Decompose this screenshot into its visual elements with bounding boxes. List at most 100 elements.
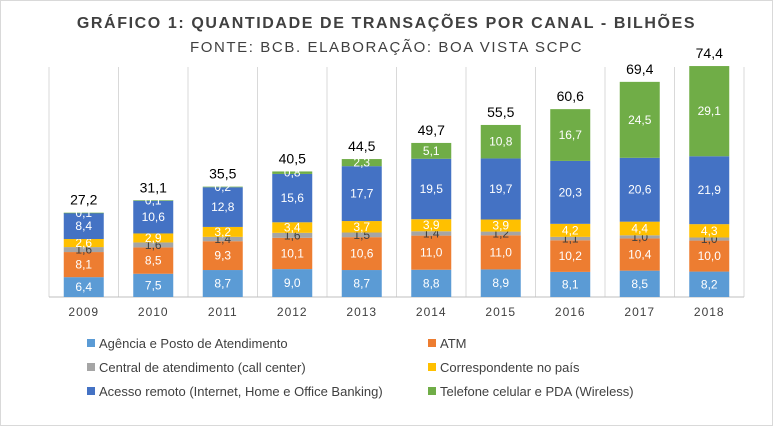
total-label: 40,5 <box>279 150 306 166</box>
bar-segment <box>202 270 243 297</box>
data-label: 15,6 <box>281 191 305 205</box>
bar-segment <box>341 232 382 238</box>
bar-segment <box>202 186 243 188</box>
data-label: 19,5 <box>420 182 444 196</box>
total-label: 44,5 <box>348 138 375 154</box>
legend-item: Central de atendimento (call center) <box>87 360 306 375</box>
data-label: 17,7 <box>350 187 374 201</box>
total-label: 60,6 <box>557 88 584 104</box>
bar-segment <box>341 159 382 167</box>
x-tick-label: 2013 <box>346 305 377 319</box>
data-label: 8,1 <box>75 258 92 272</box>
data-label: 21,9 <box>698 183 722 197</box>
bar-segment <box>411 142 452 159</box>
data-label: 10,2 <box>559 249 583 263</box>
data-label: 8,2 <box>701 277 718 291</box>
bar-segment <box>480 158 521 220</box>
total-label: 49,7 <box>418 122 445 138</box>
bar-segment <box>550 160 591 224</box>
bar-segment <box>63 247 104 253</box>
bar-segment <box>619 235 660 239</box>
legend-label: ATM <box>440 336 467 351</box>
bar-segment <box>550 271 591 297</box>
bar-segment <box>411 269 452 297</box>
chart-title: GRÁFICO 1: QUANTIDADE DE TRANSAÇÕES POR … <box>76 15 697 32</box>
data-label: 8,7 <box>353 277 370 291</box>
data-label: 10,6 <box>142 210 166 224</box>
data-label: 16,7 <box>559 128 583 142</box>
x-tick-label: 2010 <box>138 305 169 319</box>
bar-segment <box>411 158 452 220</box>
data-label: 8,4 <box>75 219 92 233</box>
x-tick-label: 2018 <box>694 305 725 319</box>
legend-item: Telefone celular e PDA (Wireless) <box>428 384 634 399</box>
bar-segment <box>689 271 730 297</box>
data-label: 20,3 <box>559 185 583 199</box>
data-label: 8,9 <box>492 276 509 290</box>
bar-segment <box>480 235 521 270</box>
bar-segment <box>689 66 730 157</box>
legend-swatch <box>87 339 95 347</box>
data-label: 11,0 <box>420 246 443 260</box>
legend-item: Correspondente no país <box>428 360 579 375</box>
data-label: 3,9 <box>492 219 509 233</box>
data-label: 4,2 <box>562 223 579 237</box>
data-label: 19,7 <box>489 182 513 196</box>
bar-segment <box>480 231 521 236</box>
x-tick-label: 2011 <box>208 305 238 319</box>
bar-segment <box>619 270 660 297</box>
bar-segment <box>272 232 313 238</box>
bar-segment <box>689 237 730 241</box>
data-label: 8,1 <box>562 277 579 291</box>
data-label: 2,9 <box>145 231 162 245</box>
legend-swatch <box>87 363 95 371</box>
data-label: 0,1 <box>75 206 92 220</box>
bar-segment <box>63 277 104 297</box>
chart-subtitle: FONTE: BCB. ELABORAÇÃO: BOA VISTA SCPC <box>189 39 584 56</box>
data-label: 9,3 <box>214 249 231 263</box>
bar-segment <box>689 224 730 238</box>
legend-item: Acesso remoto (Internet, Home e Office B… <box>87 384 383 399</box>
data-label: 10,8 <box>489 135 513 149</box>
bar-segment <box>619 81 660 158</box>
x-tick-label: 2012 <box>277 305 308 319</box>
x-tick-label: 2009 <box>68 305 99 319</box>
total-label: 74,4 <box>696 45 723 61</box>
bar-segment <box>202 187 243 227</box>
bar-segment <box>63 212 104 240</box>
x-tick-label: 2016 <box>555 305 586 319</box>
legend-item: Agência e Posto de Atendimento <box>87 336 288 351</box>
data-label: 3,9 <box>423 218 440 232</box>
data-label: 6,4 <box>75 280 92 294</box>
bar-segment <box>411 231 452 236</box>
total-label: 31,1 <box>140 179 167 195</box>
data-label: 8,5 <box>145 254 162 268</box>
data-label: 10,4 <box>628 248 652 262</box>
bar-segment <box>133 273 174 297</box>
total-label: 55,5 <box>487 104 514 120</box>
legend-swatch <box>87 387 95 395</box>
data-label: 0,2 <box>214 180 231 194</box>
bar-segment <box>133 233 174 243</box>
bar-segment <box>619 238 660 271</box>
bar-segment <box>619 157 660 222</box>
data-label: 8,5 <box>631 277 648 291</box>
bar-segment <box>272 173 313 223</box>
total-label: 27,2 <box>70 192 97 208</box>
data-label: 5,1 <box>423 144 440 158</box>
data-label: 2,6 <box>75 236 92 250</box>
bar-segment <box>411 219 452 232</box>
data-label: 8,8 <box>423 276 440 290</box>
total-label: 69,4 <box>626 61 653 77</box>
legend-item: ATM <box>428 336 466 351</box>
bar-segment <box>202 236 243 242</box>
bar-segment <box>133 200 174 201</box>
data-label: 9,0 <box>284 276 301 290</box>
data-label: 0,8 <box>284 166 301 180</box>
bar-segment <box>550 240 591 272</box>
data-label: 24,5 <box>628 113 652 127</box>
bar-segment <box>411 235 452 270</box>
bar-segment <box>689 156 730 225</box>
